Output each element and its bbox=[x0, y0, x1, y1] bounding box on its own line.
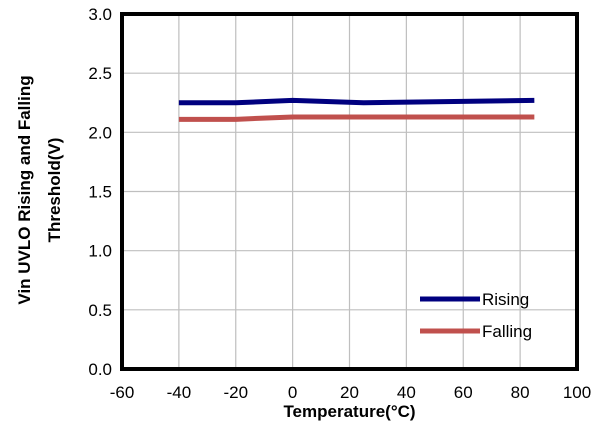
x-axis-label: Temperature(°C) bbox=[283, 402, 415, 421]
legend-label-falling: Falling bbox=[482, 322, 532, 341]
x-tick-label: 80 bbox=[511, 383, 530, 402]
series-line-falling bbox=[178, 114, 535, 122]
y-tick-label: 1.0 bbox=[88, 242, 112, 261]
y-axis-label-line-2: Threshold(V) bbox=[45, 138, 64, 243]
y-tick-label: 2.0 bbox=[88, 123, 112, 142]
x-tick-label: 40 bbox=[397, 383, 416, 402]
series-lines bbox=[178, 97, 535, 122]
x-tick-label: 60 bbox=[454, 383, 473, 402]
x-tick-label: 20 bbox=[340, 383, 359, 402]
x-tick-label: -40 bbox=[167, 383, 192, 402]
y-tick-label: 3.0 bbox=[88, 5, 112, 24]
legend: Rising Falling bbox=[420, 290, 532, 341]
y-tick-label: 0.5 bbox=[88, 301, 112, 320]
x-tick-label: -20 bbox=[223, 383, 248, 402]
legend-label-rising: Rising bbox=[482, 290, 529, 309]
plot-area-frame bbox=[120, 12, 579, 371]
y-axis-label-line-1: Vin UVLO Rising and Falling bbox=[15, 75, 34, 304]
x-tick-label: -60 bbox=[110, 383, 135, 402]
y-tick-label: 0.0 bbox=[88, 360, 112, 379]
y-tick-label: 1.5 bbox=[88, 183, 112, 202]
x-tick-label: 100 bbox=[563, 383, 591, 402]
tick-labels: -60 -40 -20 0 20 40 60 80 100 0.0 0.5 1.0 1.5 2.0 2.5 3… bbox=[88, 5, 591, 402]
gridlines bbox=[121, 13, 578, 370]
y-tick-label: 2.5 bbox=[88, 64, 112, 83]
x-tick-label: 0 bbox=[288, 383, 297, 402]
series-line-rising bbox=[178, 97, 535, 106]
